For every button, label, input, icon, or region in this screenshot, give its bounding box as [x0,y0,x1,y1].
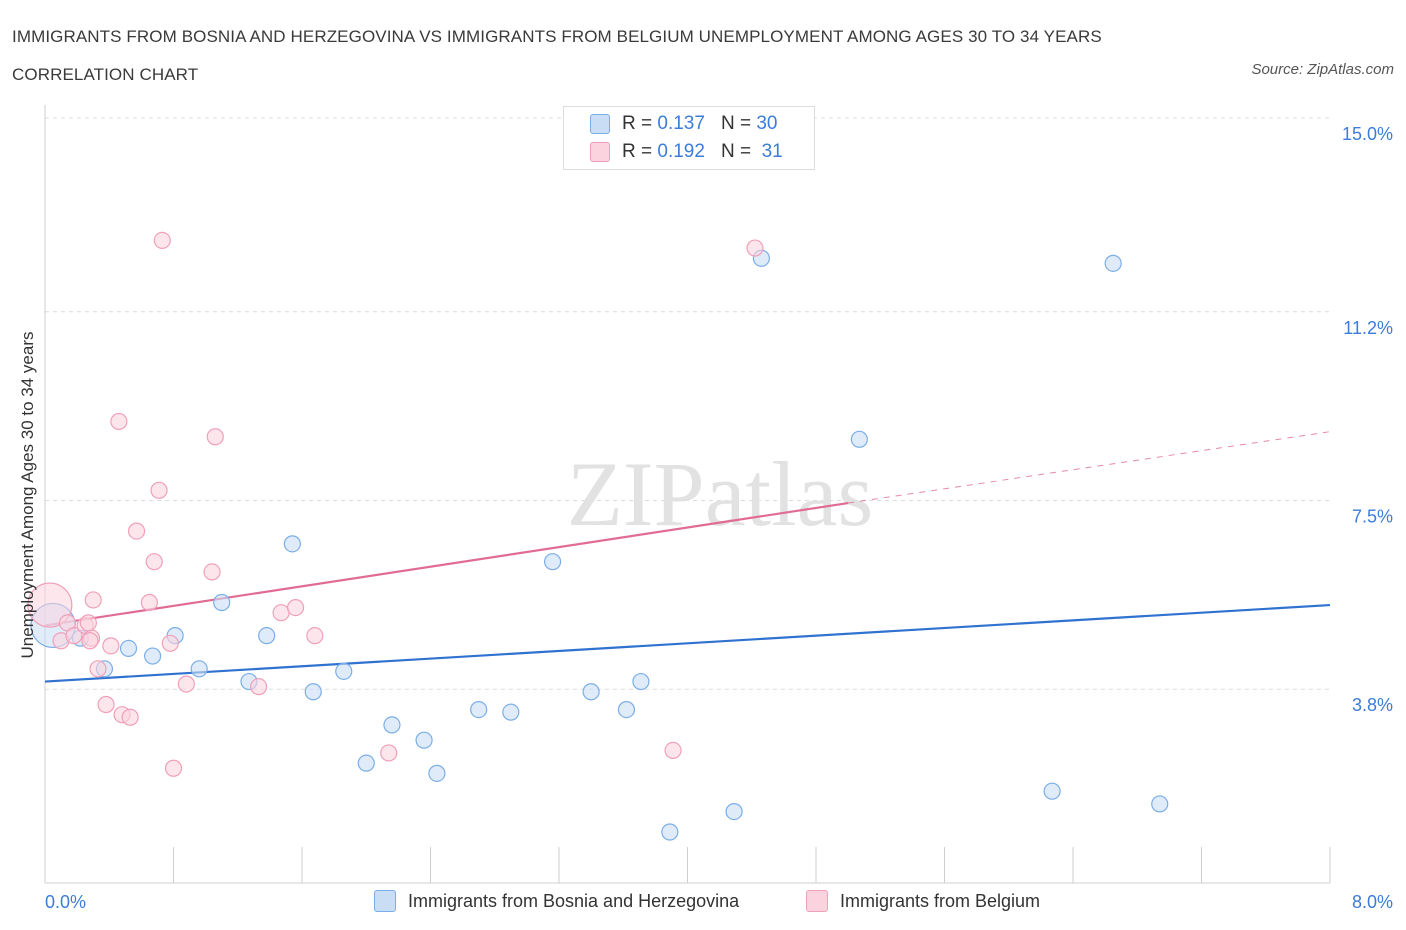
point-0-10 [283,535,301,553]
point-1-18 [150,481,168,499]
point-1-19 [153,231,171,249]
point-1-7 [81,632,99,650]
stats-legend: R = 0.137 N = 30 R = 0.192 N = 31 [563,106,815,170]
trend-line-extension-1 [848,431,1331,504]
x-tick-label-min: 0.0% [45,892,86,912]
point-0-4 [144,647,162,665]
legend-row-bosnia: R = 0.137 N = 30 [590,112,777,136]
point-1-30 [664,741,682,760]
point-0-24 [725,802,743,821]
point-0-28 [1104,254,1122,272]
point-1-3 [65,627,83,645]
watermark: ZIPatlas [567,443,874,545]
point-0-29 [1151,795,1169,813]
point-0-18 [502,703,520,721]
bottom-legend-belgium: Immigrants from Belgium [806,890,1040,912]
point-1-20 [161,634,179,652]
point-0-12 [335,662,353,680]
legend-swatch-bosnia [590,114,610,134]
bottom-legend-bosnia: Immigrants from Bosnia and Herzegovina [374,890,739,912]
point-0-6 [190,660,208,678]
point-1-9 [89,660,107,678]
point-1-31 [746,239,764,257]
legend-swatch-belgium [590,142,610,162]
legend-row-belgium: R = 0.192 N = 31 [590,140,783,164]
point-1-21 [164,759,183,777]
point-0-3 [119,639,138,658]
point-0-22 [632,672,650,691]
point-0-11 [304,683,322,701]
n-value-bosnia: 30 [756,113,778,134]
point-0-13 [357,754,375,772]
point-1-5 [79,614,97,632]
point-1-16 [140,593,159,612]
grid-lines [45,117,1330,690]
point-0-16 [428,764,446,782]
point-0-17 [470,700,488,719]
bottom-legend-swatch-belgium [806,890,828,912]
data-points [27,231,1169,841]
r-value-bosnia: 0.137 [657,113,705,134]
point-1-24 [206,428,224,446]
bottom-legend-label-belgium: Immigrants from Belgium [840,890,1041,911]
n-label: N = [720,141,752,162]
point-1-8 [84,591,102,609]
x-tick-label-max: 8.0% [1352,892,1393,912]
n-value-belgium: 31 [761,141,783,162]
bottom-legend-label-bosnia: Immigrants from Bosnia and Herzegovina [408,890,740,911]
point-1-29 [380,744,398,762]
n-label: N = [720,113,752,134]
r-label: R = [622,113,653,134]
r-value-belgium: 0.192 [657,141,705,162]
bottom-legend-swatch-bosnia [374,890,396,912]
point-0-9 [258,627,276,645]
y-tick-labels: 3.8% 7.5% 11.2% 15.0% [1342,124,1393,715]
source-label: Source: ZipAtlas.com [1251,61,1394,78]
trend-lines [44,431,1331,683]
y-tick-label-3: 15.0% [1342,124,1393,144]
point-0-23 [661,823,679,841]
point-0-27 [1043,782,1061,800]
point-1-23 [203,563,221,581]
point-0-7 [213,593,231,612]
trend-line-1 [44,501,849,627]
axes [44,105,1331,884]
point-0-26 [850,430,868,448]
point-1-22 [177,675,195,693]
y-tick-label-1: 7.5% [1352,507,1393,527]
trend-line-0 [44,603,1331,683]
y-tick-label-2: 11.2% [1343,318,1393,338]
point-0-21 [617,700,636,719]
chart-title: IMMIGRANTS FROM BOSNIA AND HERZEGOVINA V… [12,27,1102,84]
point-1-25 [250,678,268,696]
y-tick-label-0: 3.8% [1352,695,1393,715]
point-1-14 [121,708,139,726]
point-1-28 [306,627,324,645]
r-label: R = [622,141,653,162]
point-1-17 [145,553,163,571]
point-1-10 [97,695,115,714]
point-1-0 [27,582,73,628]
y-axis-label: Unemployment Among Ages 30 to 34 years [18,332,37,659]
point-1-26 [272,604,290,622]
point-1-11 [102,637,120,655]
point-0-15 [415,731,433,749]
point-1-12 [110,412,128,431]
point-0-14 [383,716,401,734]
point-0-19 [543,553,562,571]
point-1-15 [127,522,146,540]
point-1-27 [286,598,305,617]
point-0-20 [582,683,600,701]
